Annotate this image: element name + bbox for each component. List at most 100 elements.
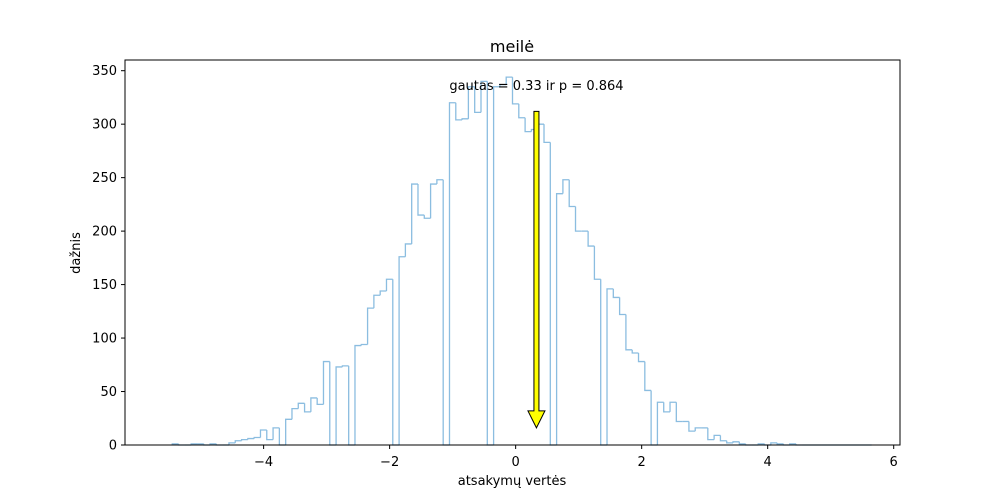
histogram-bin (385, 278, 393, 291)
histogram-bin (574, 206, 582, 232)
histogram-bin (688, 421, 696, 432)
observed-value-arrow (527, 110, 546, 430)
histogram-bin (285, 418, 292, 445)
histogram-bin (411, 183, 418, 244)
histogram-bin (303, 403, 311, 413)
histogram-bin (644, 361, 652, 392)
histogram-bin (234, 440, 242, 443)
chart-title: meilė (490, 37, 534, 56)
histogram-bin (417, 184, 425, 216)
histogram-bin (291, 407, 299, 420)
histogram-bin (637, 353, 645, 363)
y-tick-label: 50 (100, 385, 117, 400)
x-axis-label: atsakymų vertės (458, 474, 567, 489)
histogram-bin (499, 83, 507, 87)
histogram-bin (732, 441, 740, 443)
histogram-steps (171, 76, 872, 446)
x-tick-label: 2 (638, 455, 646, 470)
histogram-bin (656, 401, 664, 445)
histogram-bin (373, 294, 381, 309)
histogram-bin (442, 179, 450, 446)
histogram-bin (297, 402, 305, 409)
x-axis-ticks: −4 −2 0 2 4 6 (254, 445, 898, 470)
histogram-bin (625, 314, 633, 351)
histogram-bin (505, 76, 513, 85)
histogram-bin (606, 288, 614, 445)
histogram-bin (776, 442, 784, 445)
histogram-bin (467, 86, 475, 119)
observed-value-annotation: gautas = 0.33 ir p = 0.864 (449, 79, 623, 94)
histogram-bin (354, 344, 362, 445)
y-tick-label: 250 (92, 171, 117, 186)
y-tick-label: 150 (92, 278, 117, 293)
histogram-bin (707, 427, 715, 441)
histogram-bin (455, 102, 463, 121)
x-tick-label: −4 (254, 455, 273, 470)
histogram-bin (272, 427, 280, 440)
y-tick-label: 0 (109, 439, 117, 454)
histogram-bin (404, 243, 412, 257)
histogram-bin (360, 343, 368, 346)
histogram-bin (266, 430, 274, 441)
histogram-bin (492, 86, 500, 445)
plot-area-frame (124, 59, 901, 446)
histogram-bin (719, 435, 727, 442)
histogram-bin (593, 246, 601, 280)
histogram-bin (259, 429, 267, 438)
histogram-bin (316, 397, 324, 406)
histogram-bin (228, 442, 236, 445)
histogram-bin (524, 117, 532, 133)
histogram-bin (738, 441, 746, 445)
histogram-bin (366, 307, 374, 345)
histogram-bin (618, 297, 626, 316)
histogram-bin (436, 179, 444, 185)
histogram-bin (663, 402, 671, 413)
histogram-bin (770, 442, 778, 445)
y-tick-label: 100 (92, 332, 117, 347)
histogram-bin (549, 142, 557, 446)
histogram-bin (555, 193, 563, 445)
histogram-bin (247, 437, 255, 440)
x-tick-label: 4 (764, 455, 772, 470)
histogram-bin (726, 440, 734, 444)
y-tick-label: 300 (92, 118, 117, 133)
histogram-bin (448, 102, 456, 445)
histogram-bin (612, 288, 620, 299)
histogram-bin (392, 279, 400, 446)
y-tick-label: 350 (92, 64, 117, 79)
histogram-bin (341, 365, 349, 367)
histogram-bin (423, 215, 431, 219)
histogram-bin (322, 360, 330, 405)
histogram-bin (335, 366, 343, 445)
histogram-bin (429, 183, 437, 219)
x-tick-label: −2 (380, 455, 399, 470)
histogram-bin (461, 118, 469, 120)
histogram-bin (650, 390, 658, 446)
x-tick-label: 0 (512, 455, 520, 470)
histogram-bin (348, 365, 355, 446)
histogram-bin (543, 124, 551, 143)
histogram-bin (486, 81, 494, 446)
histogram-bin (568, 179, 576, 208)
histogram-bin (474, 86, 481, 114)
histogram-bin (518, 103, 526, 119)
histogram-bin (329, 361, 337, 446)
histogram-bin (669, 401, 677, 412)
histogram-bin (379, 290, 387, 296)
y-axis-label: dažnis (69, 232, 84, 274)
histogram-bin (240, 439, 248, 441)
histogram-bin (600, 279, 608, 446)
histogram-bin (253, 436, 261, 439)
histogram-bin (278, 427, 286, 446)
y-axis-ticks: 0 50 100 150 200 250 300 350 (92, 64, 125, 454)
histogram-bin (675, 402, 683, 423)
histogram-bin (694, 427, 702, 432)
histogram-bin (713, 434, 721, 440)
arrow-shape (527, 110, 546, 430)
x-tick-label: 6 (890, 455, 898, 470)
histogram-bin (310, 397, 318, 412)
histogram-bin (398, 256, 406, 445)
histogram-bin (631, 349, 639, 354)
histogram-bin (480, 80, 488, 113)
